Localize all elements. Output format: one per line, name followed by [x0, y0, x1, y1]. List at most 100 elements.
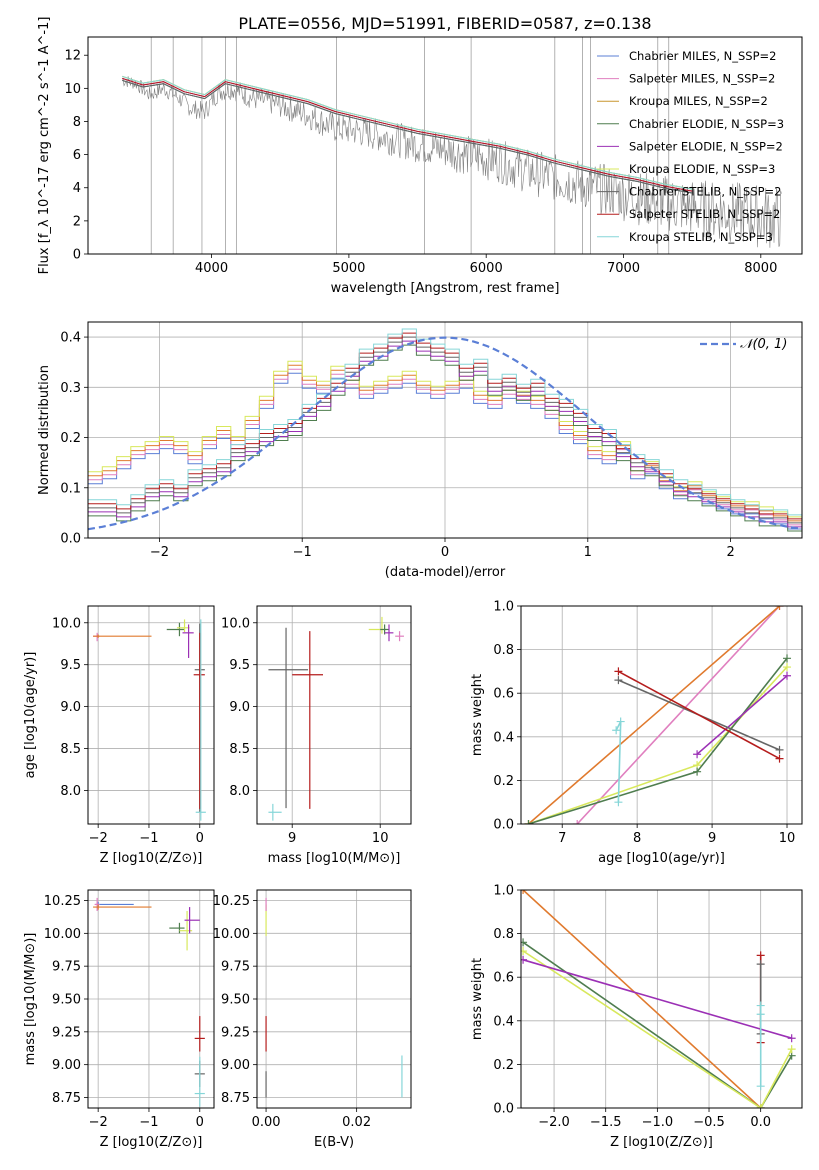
y-tick-label: 2 [73, 214, 81, 229]
y-tick-label: 9.00 [221, 1058, 250, 1073]
weight-line-kroupa_elodie [528, 666, 788, 824]
legend-label: Kroupa ELODIE, N_SSP=3 [629, 162, 775, 176]
y-tick-label: 10.0 [52, 616, 81, 631]
y-tick-label: 8.5 [229, 742, 250, 757]
axes-frame [87, 605, 215, 825]
hist-step-kroupa_stelib [88, 328, 802, 516]
x-tick-label: 0.02 [342, 1115, 371, 1130]
weight-point-kroupa_stelib [616, 717, 625, 726]
plot-area [521, 890, 796, 1108]
y-tick-label: 0.4 [493, 1014, 514, 1029]
x-axis-label: age [log10(age/yr)] [598, 851, 725, 866]
weight-point-chabrier_elodie [693, 767, 702, 776]
y-tick-label: 0 [73, 248, 81, 263]
legend-label: Chabrier ELODIE, N_SSP=3 [629, 117, 784, 131]
y-tick-label: 4 [73, 181, 81, 196]
weight-line-orange [527, 606, 781, 824]
y-tick-label: 9.0 [60, 700, 81, 715]
plot-area [88, 328, 802, 532]
y-axis-label: age [log10(age/yr)] [23, 652, 38, 779]
legend-label: Kroupa MILES, N_SSP=2 [629, 94, 768, 108]
y-tick-label: 10.25 [44, 894, 81, 909]
y-tick-label: 9.50 [221, 993, 250, 1008]
y-tick-label: 8.75 [221, 1091, 250, 1106]
y-tick-label: 8 [73, 115, 81, 130]
weight-line-salpeter_miles [576, 606, 781, 824]
y-tick-label: 0.1 [60, 481, 81, 496]
weight-point-orange [521, 890, 528, 894]
weight-line-orange [522, 890, 762, 1108]
x-tick-label: −1 [293, 545, 312, 560]
weight-point-chabrier_elodie [524, 820, 533, 824]
weight-line-kroupa_stelib [615, 721, 622, 803]
x-tick-label: 9 [288, 831, 296, 846]
y-tick-label: 9.5 [60, 658, 81, 673]
y-tick-label: 0.2 [493, 1058, 514, 1073]
y-tick-label: 0.8 [493, 927, 514, 942]
y-tick-label: 10.25 [213, 894, 250, 909]
legend-label: Chabrier MILES, N_SSP=2 [629, 49, 776, 63]
model-line-salpeter_stelib [122, 77, 693, 192]
x-tick-label: 8000 [744, 261, 777, 276]
weight-line-salpeter_stelib [618, 670, 780, 760]
weight-point-kroupa_stelib [756, 1082, 765, 1091]
legend-label: Salpeter STELIB, N_SSP=2 [629, 207, 780, 221]
weight-line-kroupa_elodie [522, 950, 793, 1108]
x-axis-label: Z [log10(Z/Z⊙)] [610, 1135, 713, 1150]
y-tick-label: 8.5 [60, 742, 81, 757]
plot-area [268, 616, 404, 821]
y-tick-label: 0.8 [493, 643, 514, 658]
x-tick-label: −0.5 [693, 1115, 725, 1130]
model-line-chabrier_stelib [122, 79, 693, 194]
axes-frame [87, 36, 803, 255]
y-tick-label: 1.0 [493, 600, 514, 615]
weight-point-kroupa_elodie [783, 663, 792, 672]
weight-point-kroupa_stelib [756, 1001, 765, 1010]
x-tick-label: −1.5 [590, 1115, 622, 1130]
weight-point-kroupa_stelib [612, 726, 621, 735]
y-tick-label: 9.5 [229, 658, 250, 673]
y-axis-label: mass [log10(M/M⊙)] [23, 933, 38, 1066]
axes-frame [520, 605, 803, 825]
y-tick-label: 8.0 [60, 784, 81, 799]
panel-weight_vs_age: 7 8 9 10 0.0 0.2 0.4 0.6 0.8 1.0 age [log10(age/yr… [470, 600, 803, 866]
x-tick-label: 10 [779, 831, 796, 846]
figure-title: PLATE=0556, MJD=51991, FIBERID=0587, z=0… [238, 14, 651, 33]
x-tick-label: 5000 [332, 261, 365, 276]
y-tick-label: 12 [64, 49, 81, 64]
weight-point-kroupa_elodie [787, 1045, 796, 1054]
y-tick-label: 10.00 [44, 927, 81, 942]
plot-area [93, 619, 206, 821]
weight-point-orange [775, 606, 784, 610]
weight-point-salpeter_stelib [756, 951, 765, 960]
weight-point-salpeter_stelib [775, 754, 784, 763]
x-tick-label: −2 [89, 1115, 108, 1130]
panel-residuals: −2 −1 0 1 2 0.0 0.1 0.2 0.3 0.4 (data-model)/error… [37, 321, 803, 580]
weight-point-salpeter_elodie [783, 671, 792, 680]
x-tick-label: 0.00 [252, 1115, 281, 1130]
x-tick-label: −2 [89, 831, 108, 846]
y-tick-label: 8.0 [229, 784, 250, 799]
x-tick-label: 8 [633, 831, 641, 846]
x-tick-label: 0 [441, 545, 449, 560]
y-axis-label: Flux [f_λ 10^-17 erg cm^-2 s^-1 A^-1] [37, 17, 52, 275]
model-line-kroupa_stelib [122, 75, 693, 190]
x-axis-label: mass [log10(M/M⊙)] [268, 851, 401, 866]
x-axis-label: E(B-V) [314, 1135, 354, 1150]
weight-line-salpeter_elodie [696, 675, 788, 755]
legend-label: Kroupa STELIB, N_SSP=3 [629, 230, 773, 244]
panel-mass_vs_ebv: 0.00 0.02 8.75 9.00 9.25 9.50 9.75 10.00 10.25 E(… [213, 889, 412, 1150]
weight-point-salpeter_elodie [787, 1034, 796, 1043]
panels-layer: 4000 5000 6000 7000 8000024681012wavelength … [23, 17, 803, 1150]
weight-point-chabrier_elodie [521, 938, 528, 947]
x-tick-label: 0 [196, 1115, 204, 1130]
weight-point-kroupa_elodie [756, 1104, 765, 1108]
y-tick-label: 8.75 [52, 1091, 81, 1106]
x-tick-label: 10 [372, 831, 389, 846]
y-tick-label: 1.0 [493, 884, 514, 899]
y-axis-label: mass weight [470, 674, 485, 756]
x-tick-label: 7 [558, 831, 566, 846]
panel-age_vs_Z: −2 −1 0 8.0 8.5 9.0 9.5 10.0 Z [log10(Z/Z⊙)] age … [23, 605, 215, 866]
x-tick-label: −1 [139, 831, 158, 846]
